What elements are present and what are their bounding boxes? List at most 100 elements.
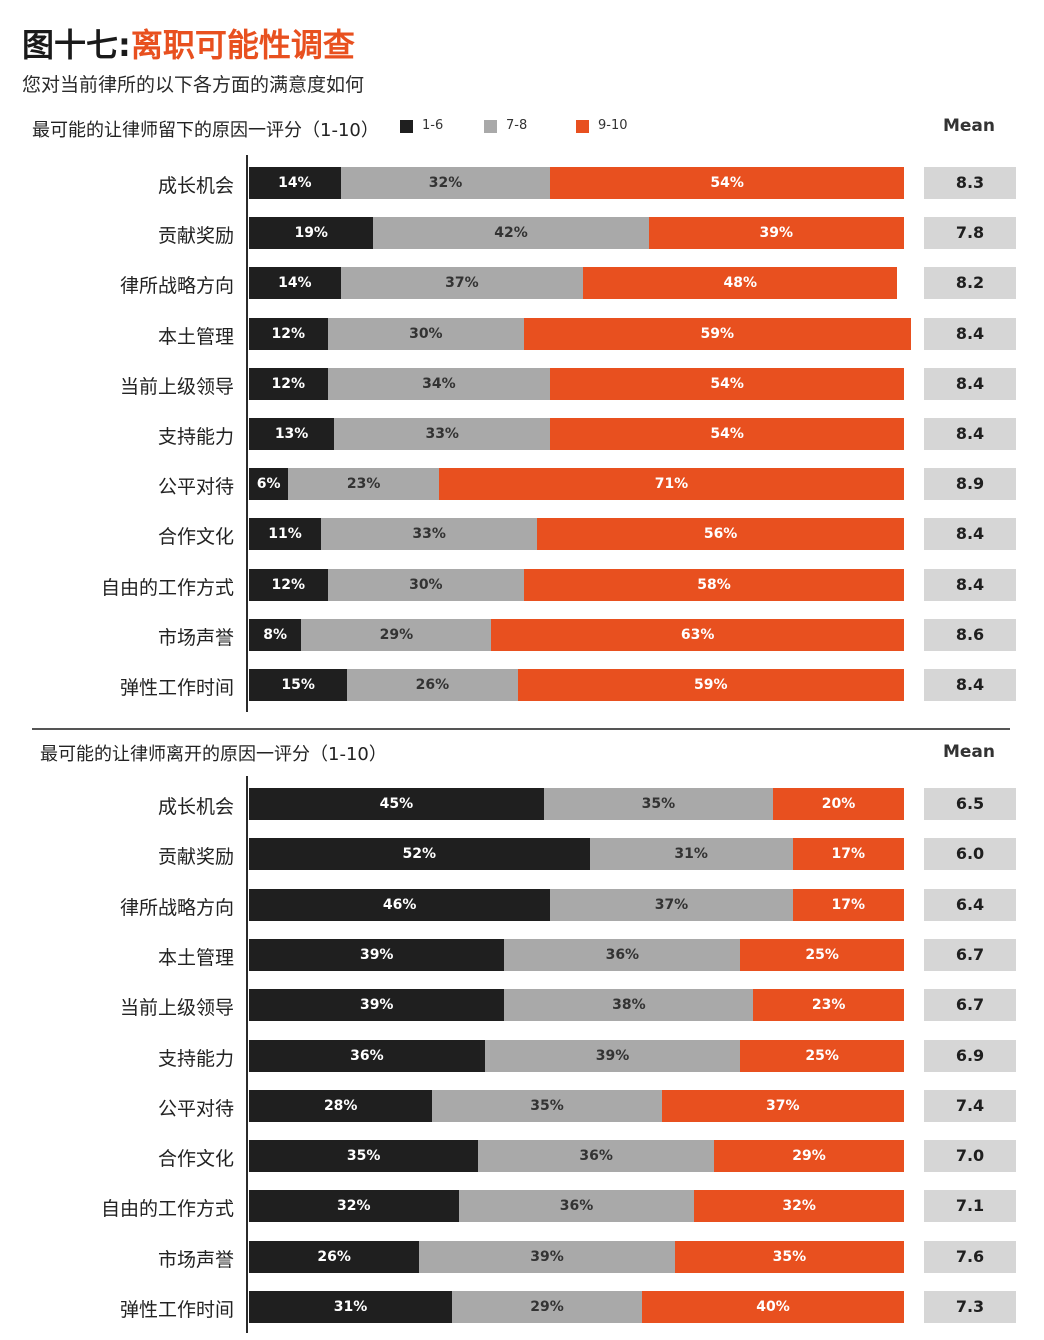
mean-value: 7.3: [924, 1291, 1016, 1323]
mean-value: 6.0: [924, 838, 1016, 871]
mean-value: 7.1: [924, 1190, 1016, 1223]
stacked-bar: 35% 36% 29%: [249, 1140, 904, 1173]
bar-segment-1-6: 39%: [249, 938, 505, 971]
mean-value: 7.6: [924, 1240, 1016, 1273]
data-label: 46%: [382, 896, 417, 913]
data-label: 52%: [402, 846, 437, 863]
category-label: 自由的工作方式: [100, 1198, 234, 1221]
bar-segment-1-6: 12%: [249, 568, 328, 601]
bar-segment-7-8: 29%: [452, 1291, 642, 1323]
data-label: 17%: [831, 896, 866, 913]
stacked-bar: 52% 31% 17%: [249, 838, 904, 871]
mean-value: 8.4: [924, 518, 1016, 551]
category-label: 弹性工作时间: [119, 1299, 234, 1321]
data-label: 39%: [530, 1248, 564, 1265]
bar-segment-1-6: 6%: [249, 468, 289, 501]
bar-segment-9-10: 29%: [714, 1140, 904, 1173]
stacked-bar: 11% 33% 56%: [249, 518, 904, 551]
bar-segment-7-8: 31%: [589, 838, 793, 871]
bar-segment-9-10: 20%: [773, 788, 904, 820]
chart-1-title: 最可能的让律师留下的原因一评分（1-10）: [32, 120, 379, 141]
bar-segment-9-10: 23%: [753, 989, 904, 1022]
data-label: 23%: [346, 476, 381, 493]
stacked-bar: 14% 32% 54%: [249, 167, 904, 199]
bar-segment-7-8: 29%: [301, 618, 492, 651]
bar-segment-7-8: 33%: [321, 518, 538, 551]
data-label: 36%: [605, 946, 640, 963]
mean-value: 7.8: [924, 217, 1016, 250]
bar-segment-9-10: 17%: [792, 838, 904, 871]
mean-value: 6.5: [924, 788, 1016, 820]
data-label: 8%: [263, 626, 288, 643]
stacked-bar: 13% 33% 54%: [249, 418, 904, 450]
mean-value: 7.0: [924, 1140, 1016, 1173]
bar-segment-1-6: 14%: [249, 167, 341, 199]
mean-value: 8.4: [924, 367, 1016, 400]
category-label: 支持能力: [157, 426, 234, 448]
category-label: 合作文化: [157, 1148, 234, 1171]
category-label: 本土管理: [157, 325, 234, 348]
bar-segment-7-8: 35%: [543, 788, 773, 820]
category-label: 市场声誉: [157, 626, 234, 649]
bar-segment-9-10: 59%: [524, 317, 911, 350]
bar-segment-7-8: 39%: [484, 1039, 741, 1072]
bar-segment-9-10: 54%: [550, 418, 904, 450]
category-axis-line: [246, 776, 248, 1333]
bar-segment-9-10: 48%: [583, 267, 898, 300]
bar-segment-1-6: 52%: [249, 838, 590, 871]
legend-label: 1-6: [422, 118, 444, 133]
data-label: 12%: [271, 375, 306, 392]
category-label: 律所战略方向: [119, 275, 234, 298]
bar-segment-7-8: 38%: [504, 989, 754, 1022]
figure-title-text: 离职可能性调查: [130, 26, 355, 64]
stacked-bar: 39% 36% 25%: [249, 938, 904, 971]
data-label: 59%: [700, 325, 735, 342]
bar-segment-1-6: 45%: [249, 788, 544, 820]
bar-segment-1-6: 35%: [249, 1140, 479, 1173]
mean-header: Mean: [942, 116, 996, 136]
legend-label: 7-8: [506, 118, 528, 133]
data-label: 25%: [805, 946, 839, 963]
category-label: 市场声誉: [157, 1248, 234, 1271]
bar-segment-9-10: 58%: [524, 568, 904, 601]
data-label: 31%: [333, 1299, 368, 1315]
stacked-bar: 6% 23% 71%: [249, 468, 904, 501]
data-label: 11%: [268, 526, 302, 543]
category-label: 弹性工作时间: [119, 677, 234, 699]
category-label: 当前上级领导: [119, 997, 234, 1020]
bar-segment-9-10: 54%: [550, 367, 904, 400]
bar-segment-9-10: 25%: [740, 1039, 904, 1072]
data-label: 20%: [821, 796, 856, 812]
category-label: 贡献奖励: [157, 225, 234, 248]
data-label: 14%: [278, 175, 312, 191]
bar-segment-1-6: 8%: [249, 618, 302, 651]
bar-segment-9-10: 71%: [438, 468, 904, 501]
stacked-bar: 14% 37% 48%: [249, 267, 904, 300]
data-label: 39%: [759, 225, 794, 242]
data-label: 33%: [425, 426, 459, 442]
data-label: 59%: [694, 677, 728, 693]
category-axis-line: [246, 155, 248, 712]
data-label: 39%: [359, 946, 394, 963]
data-label: 13%: [274, 426, 309, 442]
data-label: 17%: [831, 846, 866, 863]
data-label: 39%: [595, 1047, 630, 1064]
mean-value: 8.4: [924, 317, 1016, 350]
stacked-bar: 12% 30% 59%: [249, 317, 911, 350]
stacked-bar: 46% 37% 17%: [249, 888, 904, 921]
bar-segment-1-6: 12%: [249, 367, 328, 400]
data-label: 26%: [317, 1248, 351, 1265]
data-label: 38%: [612, 997, 646, 1014]
data-label: 30%: [409, 325, 443, 342]
data-label: 32%: [337, 1198, 371, 1215]
data-label: 42%: [494, 225, 528, 242]
category-label: 支持能力: [157, 1047, 234, 1070]
legend-swatch: [400, 120, 413, 133]
bar-segment-1-6: 32%: [249, 1190, 459, 1223]
mean-value: 8.3: [924, 167, 1016, 199]
stacked-bar: 39% 38% 23%: [249, 989, 904, 1022]
bar-segment-1-6: 12%: [249, 317, 328, 350]
data-label: 23%: [811, 997, 846, 1014]
bar-segment-9-10: 25%: [740, 938, 904, 971]
data-label: 54%: [710, 175, 744, 191]
